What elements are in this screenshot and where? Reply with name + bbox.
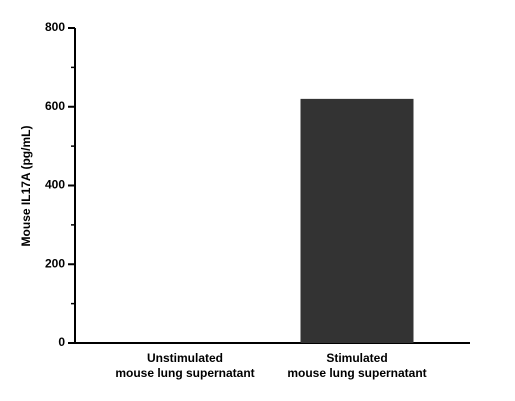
bar xyxy=(300,98,414,343)
y-tick-label: 200 xyxy=(45,256,65,270)
y-tick-label: 0 xyxy=(58,335,65,349)
y-tick-label: 600 xyxy=(45,99,65,113)
y-axis-label: Mouse IL17A (pg/mL) xyxy=(19,126,33,247)
y-tick-label: 800 xyxy=(45,20,65,34)
y-tick-label: 400 xyxy=(45,178,65,192)
x-tick-label: Unstimulated mouse lung supernatant xyxy=(115,351,255,380)
x-tick-label: Stimulated mouse lung supernatant xyxy=(287,351,427,380)
